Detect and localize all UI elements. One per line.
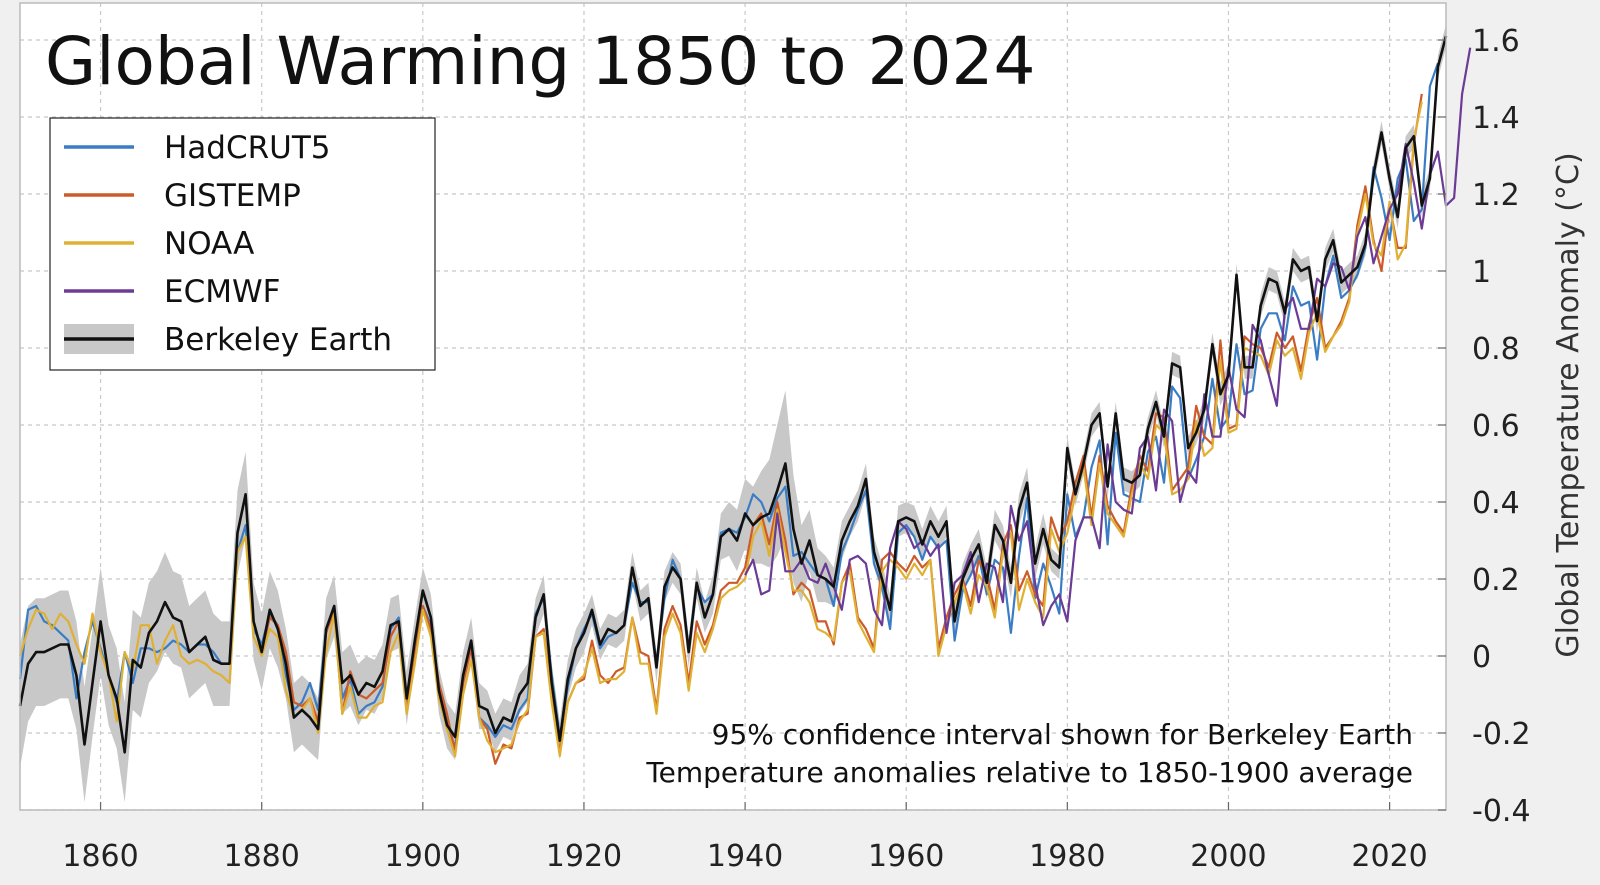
x-tick-label: 1920 — [546, 839, 622, 874]
x-axis: 1860 1880 1900 1920 1940 1960 1980 2000 2020 — [62, 802, 1428, 874]
y-tick-label: -0.4 — [1472, 794, 1531, 829]
legend-label-gistemp: GISTEMP — [164, 178, 301, 214]
chart-title: Global Warming 1850 to 2024 — [45, 23, 1035, 100]
y-tick-label: 0 — [1472, 640, 1491, 675]
legend-label-ecmwf: ECMWF — [164, 274, 280, 310]
legend-label-hadcrut5: HadCRUT5 — [164, 130, 331, 166]
series-line-ecmwf — [744, 47, 1472, 635]
y-tick-label: 0.4 — [1472, 486, 1520, 521]
x-tick-label: 1940 — [707, 839, 783, 874]
annotation-confidence: 95% confidence interval shown for Berkel… — [712, 718, 1413, 751]
annotation-baseline: Temperature anomalies relative to 1850-1… — [645, 756, 1413, 789]
y-tick-label: 0.6 — [1472, 409, 1520, 444]
legend: HadCRUT5 GISTEMP NOAA ECMWF Berkeley Earth — [49, 117, 436, 371]
y-tick-label: -0.2 — [1472, 717, 1531, 752]
y-tick-label: 1.6 — [1472, 24, 1520, 59]
legend-label-berkeley-earth: Berkeley Earth — [164, 322, 392, 358]
series-lines-layer — [18, 35, 1472, 765]
y-tick-label: 1.2 — [1472, 178, 1520, 213]
legend-label-noaa: NOAA — [164, 226, 254, 262]
plot-frame — [19, 2, 1447, 811]
series-line-berkeley-earth — [18, 35, 1448, 754]
y-axis-label: Global Temperature Anomaly (°C) — [1551, 152, 1586, 657]
y-axis: -0.4 -0.2 0 0.2 0.4 0.6 0.8 1 1.2 1.4 1.6 — [1438, 24, 1531, 829]
y-tick-label: 1 — [1472, 255, 1491, 290]
y-tick-label: 0.2 — [1472, 563, 1520, 598]
x-tick-label: 2000 — [1190, 839, 1266, 874]
x-tick-label: 1860 — [62, 839, 138, 874]
x-tick-label: 1880 — [224, 839, 300, 874]
x-tick-label: 1960 — [868, 839, 944, 874]
confidence-band-layer — [20, 24, 1446, 803]
y-tick-label: 0.8 — [1472, 332, 1520, 367]
series-line-noaa — [18, 101, 1423, 758]
x-tick-label: 2020 — [1351, 839, 1427, 874]
x-tick-label: 1900 — [385, 839, 461, 874]
y-tick-label: 1.4 — [1472, 101, 1520, 136]
berkeley-confidence-band — [20, 24, 1446, 803]
x-tick-label: 1980 — [1029, 839, 1105, 874]
